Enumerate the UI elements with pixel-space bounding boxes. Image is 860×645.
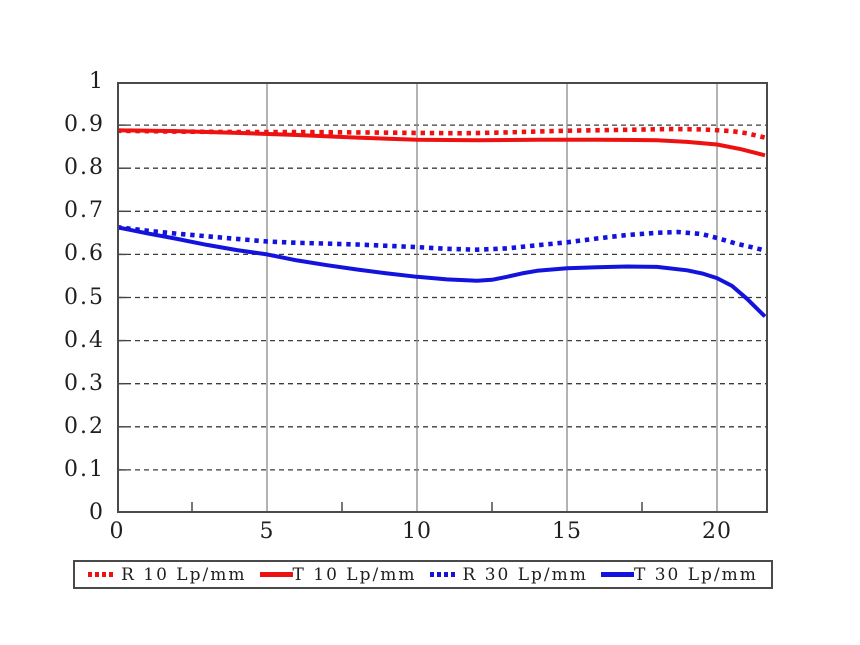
blue-dotted-line-sample bbox=[429, 572, 457, 577]
chart-legend: R 10 Lp/mm T 10 Lp/mm R 30 Lp/mm T 30 Lp… bbox=[73, 560, 773, 589]
red-dotted-line-sample bbox=[88, 572, 116, 577]
plot-border bbox=[117, 82, 768, 513]
x-tick-label-15: 15 bbox=[552, 519, 582, 544]
x-tick-label-20: 20 bbox=[702, 519, 732, 544]
legend-label-t30: T 30 Lp/mm bbox=[633, 564, 758, 585]
x-tick-label-5: 5 bbox=[259, 519, 275, 544]
red-solid-line-sample bbox=[259, 572, 293, 577]
y-tick-label-0: 0 bbox=[89, 500, 105, 525]
y-tick-label-0.1: 0.1 bbox=[64, 456, 105, 482]
y-tick-label-0.4: 0.4 bbox=[64, 327, 105, 353]
y-tick-label-0.8: 0.8 bbox=[64, 155, 105, 181]
curve-t-30-lp-mm bbox=[117, 225, 767, 318]
y-tick-label-0.5: 0.5 bbox=[64, 284, 105, 310]
y-tick-label-0.6: 0.6 bbox=[64, 241, 105, 267]
legend-label-r30: R 30 Lp/mm bbox=[462, 564, 588, 585]
legend-item-r10: R 10 Lp/mm bbox=[88, 565, 246, 585]
legend-item-t10: T 10 Lp/mm bbox=[259, 564, 417, 585]
x-tick-label-10: 10 bbox=[402, 519, 432, 544]
legend-item-r30: R 30 Lp/mm bbox=[429, 564, 588, 585]
y-tick-label-1: 1 bbox=[89, 69, 105, 94]
x-tick-label-0: 0 bbox=[109, 519, 125, 544]
legend-item-t30: T 30 Lp/mm bbox=[600, 564, 758, 585]
legend-label-r10: R 10 Lp/mm bbox=[121, 564, 247, 585]
legend-label-t10: T 10 Lp/mm bbox=[292, 564, 417, 585]
mtf-chart-plot-area bbox=[117, 82, 768, 513]
y-tick-label-0.2: 0.2 bbox=[64, 413, 105, 439]
y-tick-label-0.7: 0.7 bbox=[64, 198, 105, 224]
y-tick-label-0.3: 0.3 bbox=[64, 370, 105, 396]
curve-t-10-lp-mm bbox=[117, 128, 766, 158]
blue-solid-line-sample bbox=[600, 572, 634, 577]
y-tick-label-0.9: 0.9 bbox=[64, 112, 105, 138]
curve-r-30-lp-mm bbox=[117, 224, 766, 253]
